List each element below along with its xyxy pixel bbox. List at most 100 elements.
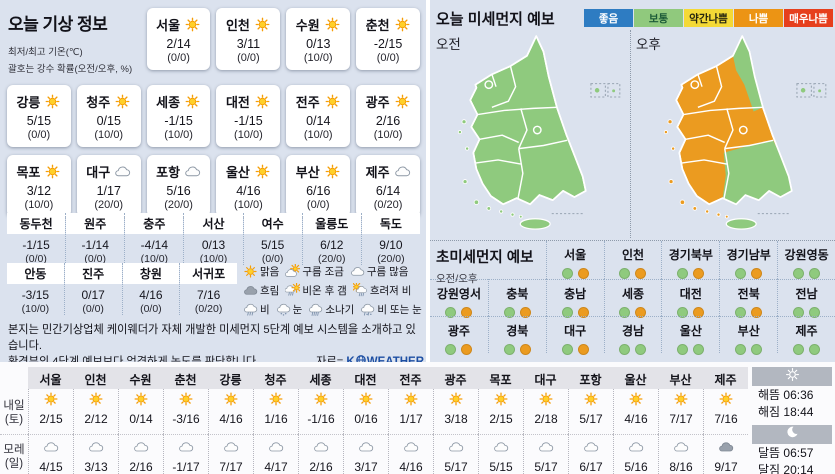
card-city: 대전 bbox=[225, 95, 250, 110]
cloud-icon bbox=[674, 442, 689, 452]
card-city: 전주 bbox=[295, 95, 320, 110]
daily-city-header: 대구 bbox=[523, 367, 568, 389]
daily-city-header: 서울 bbox=[28, 367, 73, 389]
legend-row: 맑음 구름 조금 구름 많음 bbox=[243, 264, 425, 279]
cloud-icon bbox=[449, 442, 464, 452]
map-label-pm: 오후 bbox=[636, 37, 661, 52]
legend-item: 눈 bbox=[276, 302, 302, 317]
sun-icon bbox=[134, 392, 148, 406]
daily-temp: 5/17 bbox=[579, 412, 603, 426]
ultrafine-region: 경남 bbox=[603, 316, 662, 355]
card-city: 광주 bbox=[365, 95, 390, 110]
legend-item: 흐려져 비 bbox=[352, 283, 411, 298]
mini-city-prob: (20/0) bbox=[318, 253, 346, 265]
daily-forecast-table: 서울 인천 수원 춘천 강릉 청주 세종 대전 전주 광주 목포 대구 포항 울산 부산 제주 내일 (토) 2/1… bbox=[0, 367, 748, 474]
sun-icon bbox=[584, 392, 598, 406]
cloud-icon bbox=[350, 267, 365, 276]
daily-forecast-cell: 4/16 bbox=[613, 389, 658, 434]
sun-icon bbox=[185, 17, 200, 32]
mini-city-column: 여수 5/15 (0/0) bbox=[242, 213, 302, 265]
daily-city-header: 제주 bbox=[703, 367, 748, 389]
shower-icon bbox=[309, 303, 323, 316]
legend-row: 흐림 비온 후 갬 흐려져 비 bbox=[243, 283, 425, 298]
legend-label: 비온 후 갬 bbox=[302, 285, 347, 297]
am-level-dot bbox=[445, 307, 457, 318]
mini-city-temp: -1/15 bbox=[22, 238, 50, 252]
map-label-am: 오전 bbox=[436, 37, 461, 52]
card-temp: -2/15 bbox=[373, 37, 403, 51]
sun-icon bbox=[359, 392, 373, 406]
am-level-dot bbox=[677, 307, 689, 318]
map-divider bbox=[630, 30, 631, 238]
card-city: 서울 bbox=[156, 18, 181, 33]
ultrafine-region: 전남 bbox=[777, 279, 835, 318]
daily-city-header: 울산 bbox=[613, 367, 658, 389]
weather-card: 춘천 -2/15 (0/0) bbox=[356, 8, 420, 70]
card-city: 춘천 bbox=[365, 18, 390, 33]
mini-city-name: 충주 bbox=[125, 213, 184, 234]
legend-label: 소나기 bbox=[325, 304, 355, 316]
card-prob: (0/0) bbox=[237, 52, 260, 64]
legend-item: 맑음 bbox=[243, 264, 279, 279]
legend-item: 소나기 bbox=[308, 302, 354, 317]
card-prob: (0/0) bbox=[376, 52, 400, 64]
region-name: 경기북부 bbox=[668, 248, 713, 262]
daily-temp: 2/16 bbox=[309, 460, 333, 474]
daily-forecast-cell: 4/16 bbox=[208, 389, 253, 434]
daily-city-header: 춘천 bbox=[163, 367, 208, 389]
am-level-dot bbox=[503, 307, 515, 318]
weather-card: 세종 -1/15 (10/0) bbox=[146, 85, 211, 147]
mini-city-column: 원주 -1/14 (0/0) bbox=[65, 213, 125, 265]
ultrafine-region: 인천 bbox=[603, 241, 662, 279]
sun-icon bbox=[395, 17, 409, 32]
ultrafine-region: 충북 bbox=[487, 279, 546, 318]
mini-city-column: 서산 0/13 (10/0) bbox=[183, 213, 243, 265]
cloud-icon bbox=[404, 442, 419, 452]
moon-glyph bbox=[787, 426, 798, 438]
pm-level-dot bbox=[693, 268, 705, 279]
sun-glyph bbox=[785, 367, 799, 381]
am-level-dot bbox=[561, 268, 573, 279]
top-section: 오늘 기상 정보 최저/최고 기온(℃) 괄호는 강수 확률(오전/오후, %)… bbox=[0, 0, 835, 368]
ultrafine-region: 경기남부 bbox=[719, 241, 777, 279]
card-city: 강릉 bbox=[16, 95, 41, 110]
card-prob: (10/0) bbox=[234, 129, 263, 141]
am-level-dot bbox=[735, 307, 747, 318]
mini-city-temp: 9/10 bbox=[379, 238, 403, 252]
daily-forecast-cell: 7/17 bbox=[658, 389, 703, 434]
weather-card: 광주 2/16 (10/0) bbox=[356, 85, 420, 147]
mini-table-row1: 동두천 -1/15 (0/0) 원주 -1/14 (0/0) 충주 -4/14 (1… bbox=[7, 213, 420, 265]
region-name: 전북 bbox=[737, 287, 760, 301]
mini-city-column: 서귀포 7/16 (0/20) bbox=[179, 263, 237, 315]
daily-forecast-cell: 6/17 bbox=[568, 434, 613, 474]
ultrafine-region: 강원영동 bbox=[777, 241, 835, 279]
dust-map-morning bbox=[457, 35, 621, 230]
pm-level-dot bbox=[693, 344, 705, 355]
mini-city-temp: 6/12 bbox=[320, 238, 344, 252]
region-name: 광주 bbox=[447, 324, 470, 338]
cloud-dark-icon bbox=[719, 442, 734, 452]
cloud-icon bbox=[539, 442, 554, 452]
legend-row: 비 눈 소나기 비 또는 눈 bbox=[243, 302, 425, 317]
city-cards: 오늘 기상 정보 최저/최고 기온(℃) 괄호는 강수 확률(오전/오후, %)… bbox=[7, 8, 420, 217]
region-name: 충남 bbox=[564, 287, 587, 301]
cloud-icon bbox=[179, 442, 194, 452]
mini-city-prob: (0/0) bbox=[84, 253, 106, 265]
sun-icon bbox=[539, 392, 553, 406]
mini-city-name: 원주 bbox=[66, 213, 125, 234]
card-temp: 0/13 bbox=[306, 37, 331, 51]
page-title: 오늘 기상 정보 bbox=[8, 15, 108, 34]
daily-forecast-cell: 3/17 bbox=[343, 434, 388, 474]
mini-city-prob: (20/0) bbox=[377, 253, 405, 265]
mini-city-prob: (0/0) bbox=[82, 303, 104, 315]
ultrafine-region: 강원영서 bbox=[430, 279, 488, 318]
daily-forecast-cell: 2/12 bbox=[73, 389, 118, 434]
pm-level-dot bbox=[635, 268, 647, 279]
card-city: 울산 bbox=[225, 165, 250, 180]
daily-temp: 3/18 bbox=[444, 412, 468, 426]
daily-temp: 8/16 bbox=[669, 460, 693, 474]
daily-temp: 4/16 bbox=[399, 460, 423, 474]
card-temp: 2/16 bbox=[375, 114, 401, 128]
card-city: 목포 bbox=[16, 165, 41, 180]
moonset-time: 달짐 20:14 bbox=[758, 463, 814, 474]
